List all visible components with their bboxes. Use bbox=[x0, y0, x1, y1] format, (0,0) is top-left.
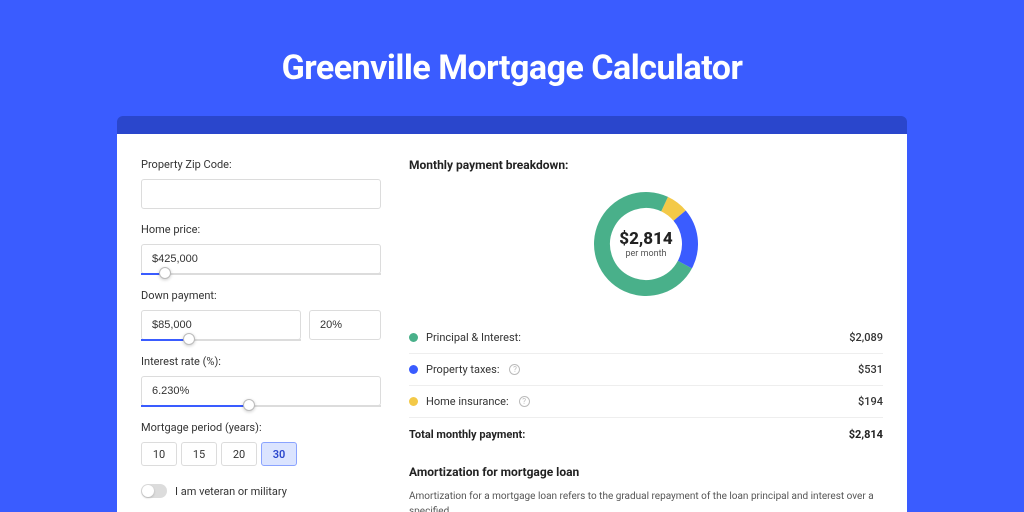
legend-value: $2,089 bbox=[849, 331, 883, 344]
home-price-slider[interactable] bbox=[141, 273, 381, 275]
zip-field: Property Zip Code: bbox=[141, 158, 381, 209]
donut-sub: per month bbox=[625, 249, 666, 259]
panel-header-band bbox=[117, 116, 907, 134]
breakdown-legend: Principal & Interest: $2,089 Property taxe… bbox=[409, 322, 883, 418]
home-price-label: Home price: bbox=[141, 223, 381, 236]
legend-label: Home insurance: bbox=[426, 395, 509, 408]
legend-label: Principal & Interest: bbox=[426, 331, 521, 344]
legend-value: $531 bbox=[858, 363, 883, 376]
home-price-slider-thumb[interactable] bbox=[159, 267, 171, 279]
breakdown-column: Monthly payment breakdown: $2,814 per mo… bbox=[409, 158, 883, 512]
down-payment-slider-thumb[interactable] bbox=[183, 333, 195, 345]
interest-field: Interest rate (%): bbox=[141, 355, 381, 407]
total-value: $2,814 bbox=[849, 428, 883, 441]
total-row: Total monthly payment: $2,814 bbox=[409, 418, 883, 455]
interest-input[interactable] bbox=[141, 376, 381, 406]
interest-slider-thumb[interactable] bbox=[243, 399, 255, 411]
down-payment-slider[interactable] bbox=[141, 339, 301, 341]
legend-row: Principal & Interest: $2,089 bbox=[409, 322, 883, 354]
interest-slider-fill bbox=[141, 405, 249, 407]
amortization-text: Amortization for a mortgage loan refers … bbox=[409, 489, 883, 512]
period-option-20[interactable]: 20 bbox=[221, 442, 257, 466]
legend-dot-icon bbox=[409, 333, 418, 342]
veteran-row: I am veteran or military bbox=[141, 484, 381, 498]
period-option-10[interactable]: 10 bbox=[141, 442, 177, 466]
legend-dot-icon bbox=[409, 397, 418, 406]
veteran-label: I am veteran or military bbox=[175, 485, 287, 498]
payment-donut-chart: $2,814 per month bbox=[586, 184, 706, 304]
amortization-title: Amortization for mortgage loan bbox=[409, 465, 883, 479]
legend-row: Property taxes:? $531 bbox=[409, 354, 883, 386]
page-title: Greenville Mortgage Calculator bbox=[282, 48, 743, 88]
info-icon[interactable]: ? bbox=[509, 364, 520, 375]
veteran-toggle-knob bbox=[142, 485, 154, 497]
zip-input[interactable] bbox=[141, 179, 381, 209]
donut-amount: $2,814 bbox=[619, 229, 672, 249]
total-label: Total monthly payment: bbox=[409, 428, 525, 441]
period-label: Mortgage period (years): bbox=[141, 421, 381, 434]
legend-dot-icon bbox=[409, 365, 418, 374]
period-options: 10152030 bbox=[141, 442, 381, 466]
legend-label: Property taxes: bbox=[426, 363, 499, 376]
home-price-input[interactable] bbox=[141, 244, 381, 274]
interest-label: Interest rate (%): bbox=[141, 355, 381, 368]
donut-center: $2,814 per month bbox=[586, 184, 706, 304]
calculator-panel: Property Zip Code: Home price: Down paym… bbox=[117, 134, 907, 512]
period-option-30[interactable]: 30 bbox=[261, 442, 297, 466]
down-payment-field: Down payment: bbox=[141, 289, 381, 341]
info-icon[interactable]: ? bbox=[519, 396, 530, 407]
down-payment-input[interactable] bbox=[141, 310, 301, 340]
period-field: Mortgage period (years): 10152030 bbox=[141, 421, 381, 466]
legend-row: Home insurance:? $194 bbox=[409, 386, 883, 418]
legend-value: $194 bbox=[858, 395, 883, 408]
interest-slider[interactable] bbox=[141, 405, 381, 407]
page-background: Greenville Mortgage Calculator Property … bbox=[0, 0, 1024, 512]
veteran-toggle[interactable] bbox=[141, 484, 167, 498]
period-option-15[interactable]: 15 bbox=[181, 442, 217, 466]
donut-wrap: $2,814 per month bbox=[409, 184, 883, 304]
form-column: Property Zip Code: Home price: Down paym… bbox=[141, 158, 381, 512]
down-payment-slider-fill bbox=[141, 339, 189, 341]
zip-label: Property Zip Code: bbox=[141, 158, 381, 171]
home-price-field: Home price: bbox=[141, 223, 381, 275]
breakdown-title: Monthly payment breakdown: bbox=[409, 158, 883, 172]
down-payment-pct-input[interactable] bbox=[309, 310, 381, 340]
down-payment-label: Down payment: bbox=[141, 289, 381, 302]
